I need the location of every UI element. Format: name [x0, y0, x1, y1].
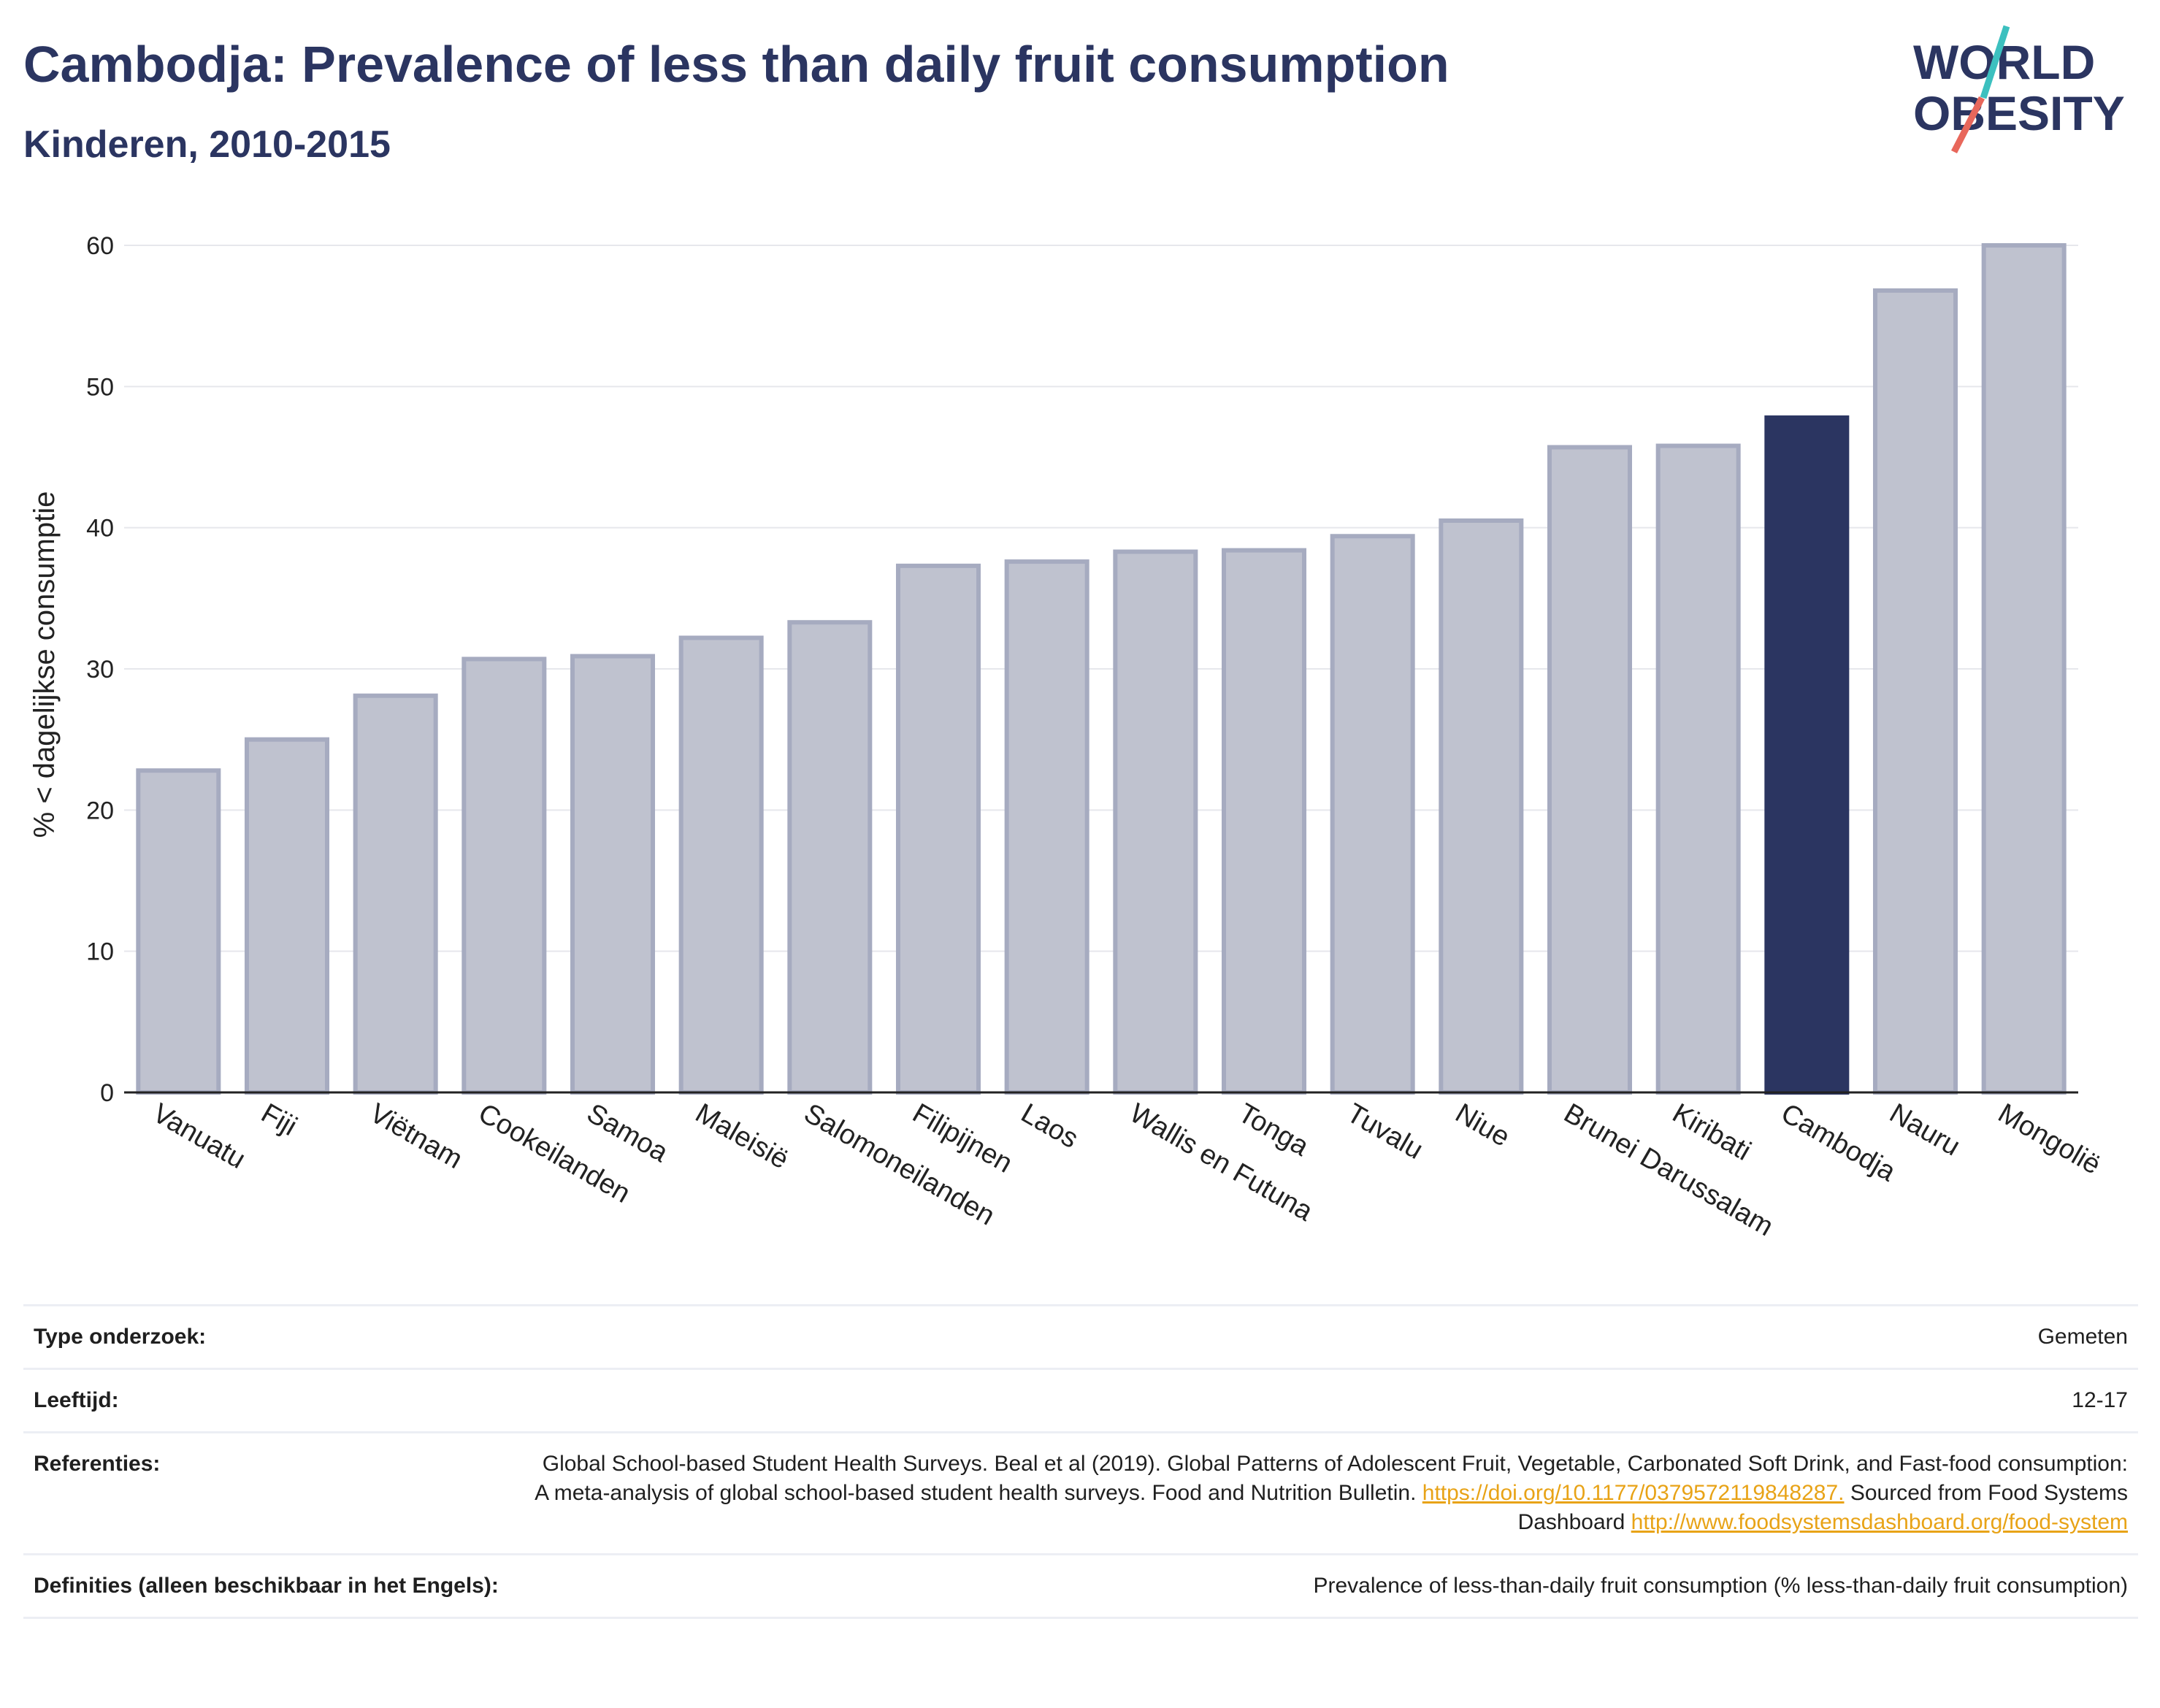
x-tick-label: Tonga — [1233, 1098, 1314, 1163]
y-axis-title: % < dagelijkse consumptie — [28, 491, 61, 838]
y-tick-label: 10 — [86, 938, 114, 966]
x-tick-label: Mongolië — [1993, 1098, 2106, 1180]
y-tick-label: 20 — [86, 797, 114, 824]
bar-cambodja[interactable] — [1764, 415, 1850, 1095]
x-tick-label: Salomoneilanden — [799, 1098, 1000, 1231]
doi-link[interactable]: https://doi.org/10.1177/0379572119848287… — [1422, 1481, 1845, 1505]
bar-nauru[interactable] — [1872, 288, 1958, 1095]
logo-line2: OBESITY — [1913, 86, 2125, 140]
info-value: Global School-based Student Health Surve… — [530, 1449, 2128, 1537]
reference-text: Global School-based Student Health Surve… — [535, 1452, 2128, 1505]
x-tick-label: Vanuatu — [148, 1098, 250, 1175]
x-tick-label: Cambodja — [1776, 1098, 1902, 1187]
y-tick-label: 30 — [86, 656, 114, 683]
info-value: Prevalence of less-than-daily fruit cons… — [1313, 1574, 2129, 1598]
bar-mongoli-[interactable] — [1981, 243, 2067, 1095]
info-label: Referenties: — [34, 1452, 161, 1476]
reference-source: Sourced from Food Systems Dashboard — [1517, 1481, 2128, 1534]
x-tick-label: Brunei Darussalam — [1559, 1098, 1779, 1242]
x-tick-label: Wallis en Futuna — [1125, 1098, 1319, 1228]
x-tick-label: Samoa — [582, 1098, 674, 1168]
bar-salomoneilanden[interactable] — [787, 620, 873, 1095]
y-tick-label: 0 — [100, 1079, 114, 1107]
bar-fiji[interactable] — [244, 737, 330, 1095]
info-value: 12-17 — [2072, 1388, 2128, 1412]
info-row-definitions: Definities (alleen beschikbaar in het En… — [23, 1553, 2138, 1619]
bar-kiribati[interactable] — [1655, 443, 1741, 1095]
dashboard-link[interactable]: http://www.foodsystemsdashboard.org/food… — [1631, 1510, 2128, 1534]
bar-laos[interactable] — [1004, 559, 1089, 1095]
bar-tonga[interactable] — [1221, 548, 1307, 1095]
bar-vanuatu[interactable] — [136, 768, 221, 1095]
x-tick-label: Laos — [1016, 1098, 1083, 1154]
bar-tuvalu[interactable] — [1330, 534, 1415, 1095]
x-tick-label: Viëtnam — [364, 1098, 467, 1175]
bar-samoa[interactable] — [570, 654, 656, 1095]
info-value: Gemeten — [2037, 1325, 2128, 1349]
info-row-type: Type onderzoek: Gemeten — [23, 1304, 2138, 1368]
bar-maleisi-[interactable] — [678, 635, 764, 1095]
y-tick-label: 40 — [86, 515, 114, 543]
x-tick-label: Maleisië — [690, 1098, 794, 1175]
info-label: Leeftijd: — [34, 1388, 119, 1412]
y-tick-label: 60 — [86, 232, 114, 260]
x-tick-label: Tuvalu — [1341, 1098, 1428, 1165]
info-table: Type onderzoek: Gemeten Leeftijd: 12-17 … — [23, 1304, 2138, 1619]
bar-cookeilanden[interactable] — [462, 656, 547, 1095]
bar-niue[interactable] — [1439, 518, 1524, 1095]
chart-subtitle: Kinderen, 2010-2015 — [23, 123, 391, 166]
info-label: Definities (alleen beschikbaar in het En… — [34, 1574, 499, 1598]
bar-brunei-darussalam[interactable] — [1547, 445, 1633, 1095]
x-tick-label: Fiji — [256, 1098, 302, 1142]
x-tick-label: Kiribati — [1667, 1098, 1756, 1166]
chart-title: Cambodja: Prevalence of less than daily … — [23, 36, 1449, 93]
info-row-age: Leeftijd: 12-17 — [23, 1368, 2138, 1431]
info-label: Type onderzoek: — [34, 1325, 207, 1349]
x-tick-label: Nauru — [1885, 1098, 1966, 1162]
x-tick-label: Niue — [1450, 1098, 1515, 1152]
world-obesity-logo: WORLD OBESITY — [1913, 25, 2125, 154]
logo-slash-teal — [1980, 25, 2010, 99]
logo-slash-red — [1950, 96, 1985, 154]
info-row-references: Referenties: Global School-based Student… — [23, 1431, 2138, 1553]
bar-filipijnen[interactable] — [895, 563, 981, 1095]
y-tick-label: 50 — [86, 373, 114, 401]
bar-wallis-en-futuna[interactable] — [1113, 549, 1198, 1095]
bar-vi-tnam[interactable] — [353, 693, 438, 1095]
